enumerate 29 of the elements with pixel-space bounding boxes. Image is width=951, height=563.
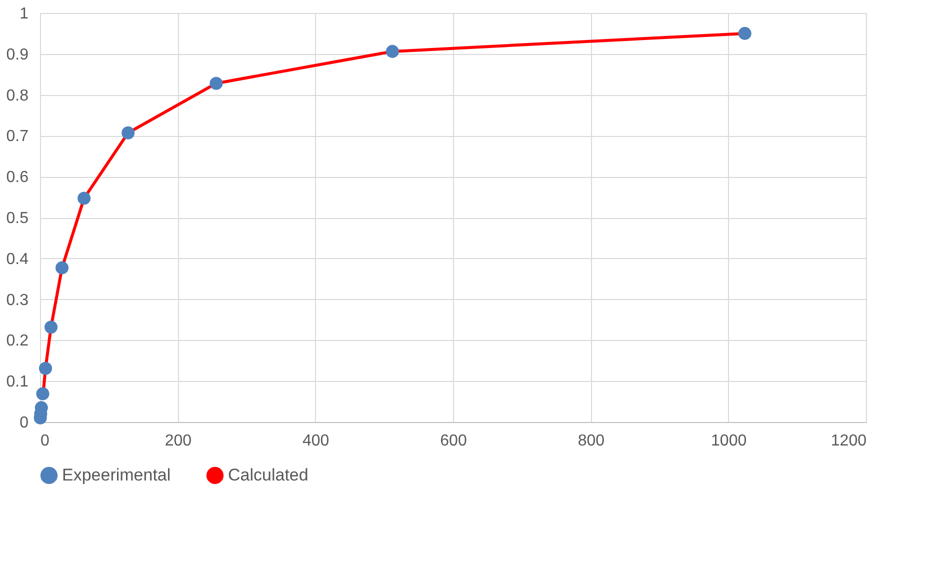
x-tick-label: 800 [578, 432, 605, 450]
y-tick-label: 0.3 [6, 292, 29, 309]
y-tick-label: 0.8 [6, 87, 29, 104]
y-tick-label: 0.4 [6, 250, 29, 268]
legend-label: Expeerimental [62, 465, 171, 484]
point [36, 387, 50, 400]
x-tick-label: 0 [40, 432, 50, 450]
y-tick-label: 0 [20, 414, 29, 432]
point [738, 26, 752, 40]
x-tick-label: 400 [302, 432, 330, 450]
y-tick-label: 1 [20, 6, 29, 22]
y-tick-label: 0.6 [6, 169, 29, 186]
point [44, 320, 58, 334]
legend-label: Calculated [228, 465, 308, 484]
x-tick-label: 1200 [830, 432, 867, 450]
x-tick-label: 1000 [711, 432, 747, 450]
y-tick-label: 0.9 [6, 46, 29, 64]
y-tick-label: 0.1 [6, 374, 29, 391]
point [210, 76, 223, 90]
point [38, 362, 52, 375]
x-tick-label: 200 [164, 432, 192, 450]
point [78, 192, 91, 205]
point [386, 44, 399, 58]
x-tick-label: 600 [440, 432, 467, 450]
point [122, 126, 135, 140]
y-tick-label: 0.5 [6, 210, 29, 227]
point [56, 261, 69, 274]
y-tick-label: 0.2 [6, 332, 29, 350]
y-tick-label: 0.7 [6, 128, 29, 146]
